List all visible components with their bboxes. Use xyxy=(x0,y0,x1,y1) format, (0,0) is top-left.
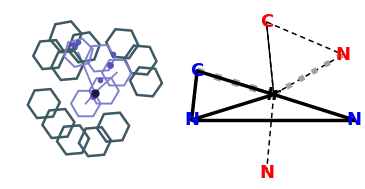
Text: N: N xyxy=(346,111,362,129)
Text: C: C xyxy=(260,13,273,31)
Text: N: N xyxy=(184,111,199,129)
Text: Ir: Ir xyxy=(266,85,281,104)
Text: C: C xyxy=(191,62,204,80)
Text: N: N xyxy=(335,46,351,64)
Text: N: N xyxy=(259,163,274,181)
